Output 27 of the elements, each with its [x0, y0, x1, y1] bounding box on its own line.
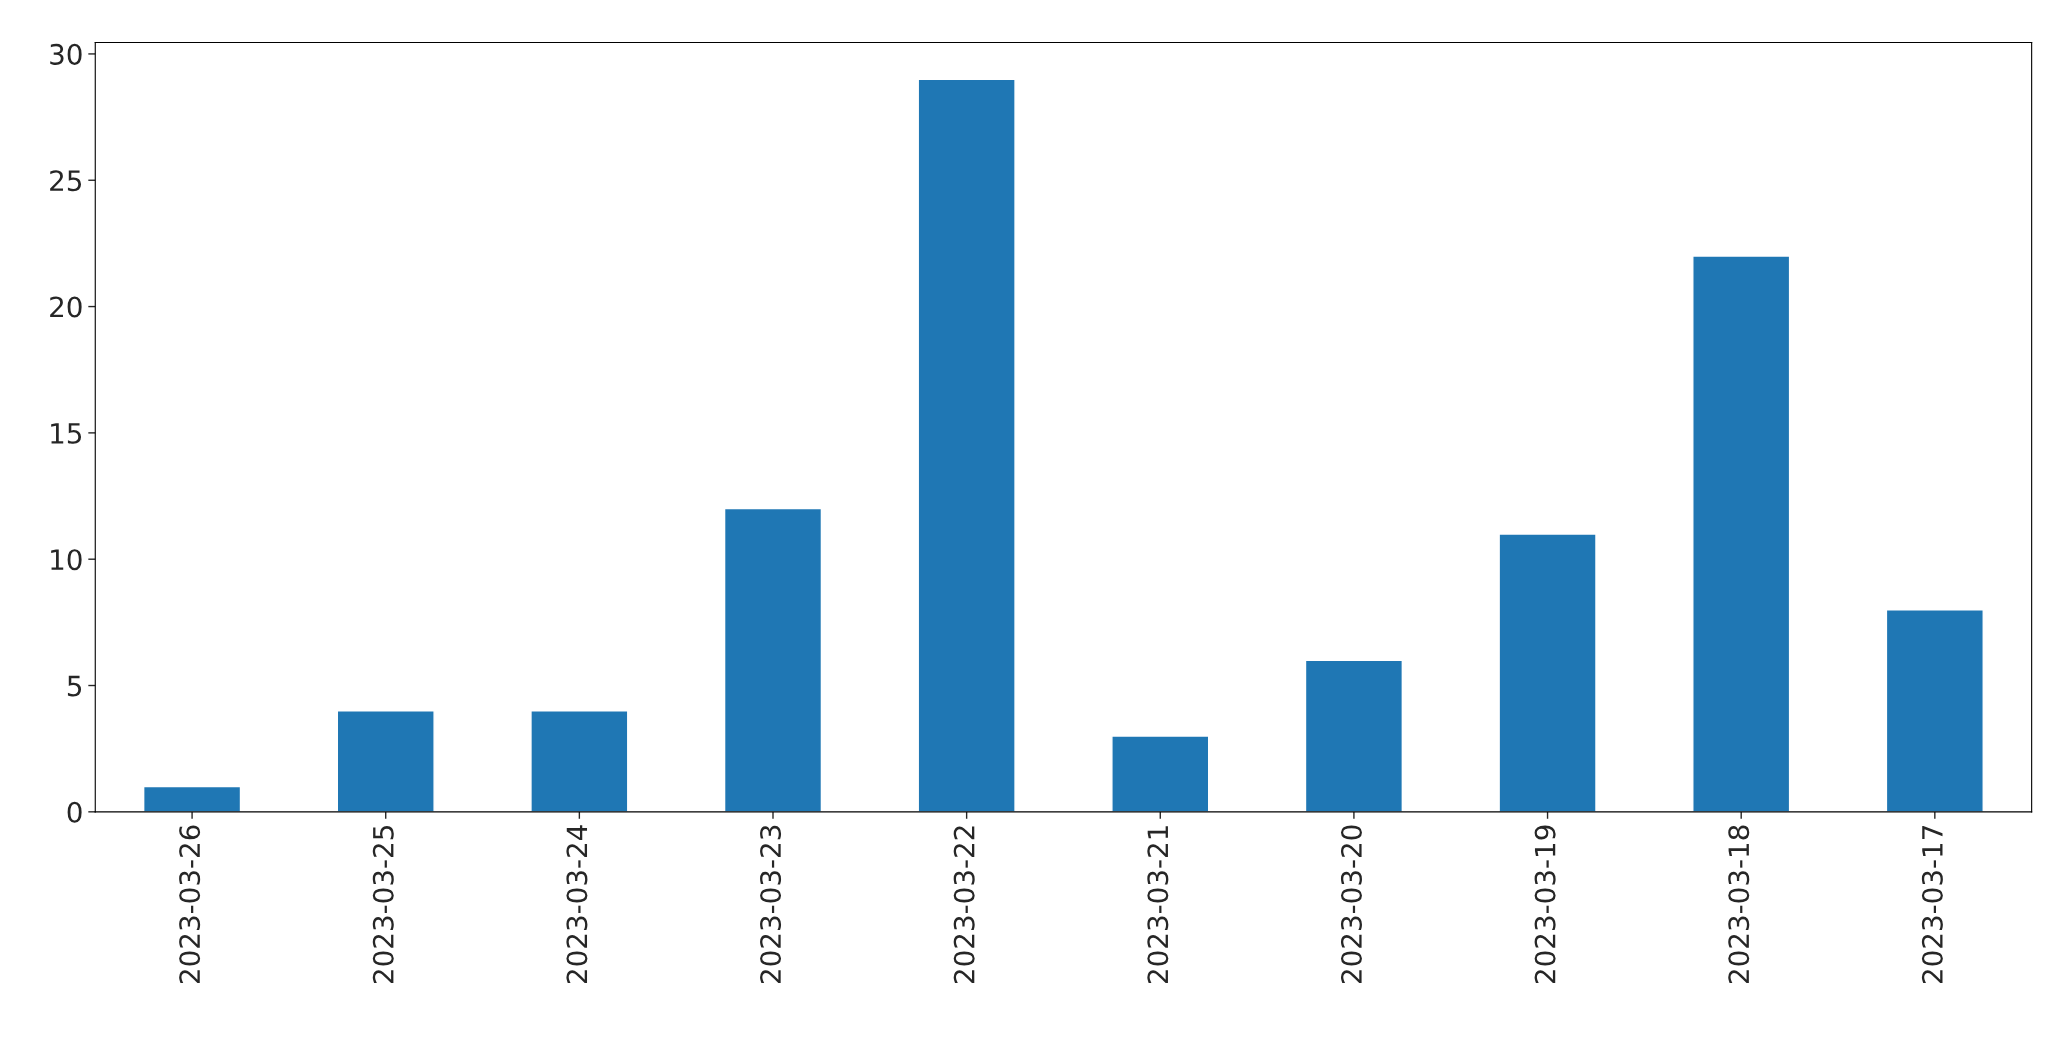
bar	[1885, 609, 1984, 812]
x-tick-label: 2023-03-18	[1728, 825, 1750, 984]
y-tick-label: 20	[50, 296, 82, 318]
y-tick-label: 5	[67, 675, 82, 697]
y-tick-label: 30	[50, 43, 82, 65]
y-tick-label: 15	[51, 423, 82, 444]
x-tick-label: 2023-03-23	[760, 825, 782, 984]
x-tick-label: 2023-03-17	[1921, 826, 1943, 984]
y-tick-label: 0	[67, 801, 82, 823]
x-tick-label: 2023-03-19	[1534, 825, 1556, 984]
bar	[1304, 659, 1404, 812]
x-tick-label: 2023-03-25	[372, 826, 394, 984]
bar	[1692, 255, 1791, 812]
x-tick-label: 2023-03-20	[1340, 825, 1362, 984]
bar	[1498, 533, 1597, 812]
x-tick-label: 2023-03-21	[1147, 826, 1169, 984]
x-tick-label: 2023-03-26	[179, 825, 201, 984]
bar	[1111, 735, 1210, 812]
x-tick-label: 2023-03-22	[953, 826, 975, 984]
bar	[530, 710, 629, 812]
bar	[917, 78, 1016, 812]
x-tick-label: 2023-03-24	[566, 825, 588, 984]
bar	[142, 785, 242, 812]
y-tick-label: 25	[50, 170, 82, 192]
y-tick-label: 10	[51, 549, 82, 571]
bar	[723, 507, 823, 812]
bar	[336, 710, 435, 812]
